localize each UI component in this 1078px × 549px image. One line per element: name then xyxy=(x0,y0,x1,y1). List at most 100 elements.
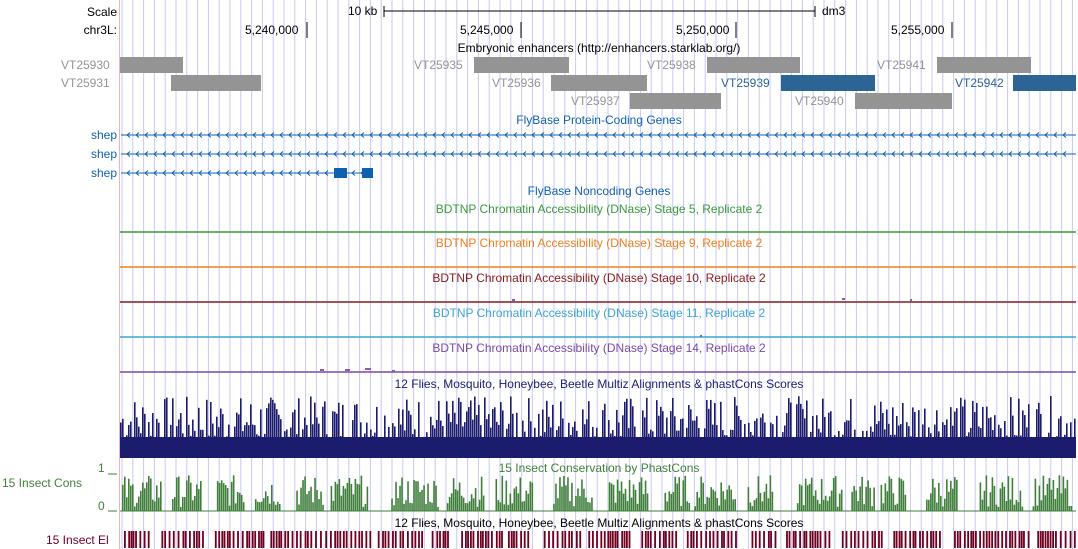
phastcons-bar xyxy=(515,486,518,511)
phastcons-bar xyxy=(140,490,142,511)
strand-arrow xyxy=(954,151,959,157)
enhancer-label[interactable]: VT25939 xyxy=(721,76,770,90)
protein-coding-track-title[interactable]: FlyBase Protein-Coding Genes xyxy=(516,113,682,127)
enhancer-label[interactable]: VT25935 xyxy=(414,58,463,72)
multiz-bar xyxy=(224,440,226,458)
strand-arrow xyxy=(1008,132,1013,138)
multiz-bar xyxy=(798,396,800,458)
multiz-bar xyxy=(970,427,972,458)
strand-arrow xyxy=(315,132,320,138)
phastcons-bar xyxy=(340,495,343,511)
strand-arrow xyxy=(666,132,671,138)
element-bar xyxy=(721,531,723,548)
strand-arrow xyxy=(882,151,887,157)
element-bar xyxy=(919,531,921,548)
element-bar xyxy=(922,531,924,548)
multiz-bar xyxy=(310,396,312,458)
element-bar xyxy=(970,531,973,548)
multiz-bar xyxy=(286,429,288,458)
enhancer-label[interactable]: VT25941 xyxy=(877,58,926,72)
strand-arrow xyxy=(369,151,374,157)
multiz-bar xyxy=(1002,443,1004,458)
multiz-bar xyxy=(262,441,264,458)
phastcons-bar xyxy=(704,503,707,511)
elements-side-label[interactable]: 15 Insect El xyxy=(46,533,109,547)
element-bar xyxy=(607,531,610,548)
multiz-bar xyxy=(156,418,158,458)
element-bar xyxy=(690,531,693,548)
phastcons-bar xyxy=(800,485,803,511)
multiz-bar xyxy=(1040,413,1042,458)
elements-track-title[interactable]: 12 Flies, Mosquito, Honeybee, Beetle Mul… xyxy=(394,516,804,530)
phastcons-bar xyxy=(190,482,192,511)
phastcons-bar xyxy=(630,497,633,511)
phastcons-bar xyxy=(985,475,988,511)
gene-label[interactable]: shep xyxy=(90,147,117,161)
enhancer-label[interactable]: VT25931 xyxy=(61,76,110,90)
multiz-bar xyxy=(482,444,484,458)
multiz-bar xyxy=(346,446,348,458)
strand-arrow xyxy=(675,151,680,157)
noncoding-track-title[interactable]: FlyBase Noncoding Genes xyxy=(527,184,671,198)
phastcons-bar xyxy=(433,480,435,511)
multiz-bar xyxy=(408,410,410,458)
phastcons-track-title[interactable]: 15 Insect Conservation by PhastCons xyxy=(498,461,700,475)
multiz-bar xyxy=(932,447,934,458)
element-bar xyxy=(568,531,571,548)
enhancers-track-title[interactable]: Embryonic enhancers (http://enhancers.st… xyxy=(457,41,741,55)
element-bar xyxy=(1020,531,1023,548)
phastcons-side-label[interactable]: 15 Insect Cons xyxy=(2,476,83,490)
multiz-bar xyxy=(748,422,750,458)
phastcons-bar xyxy=(712,489,715,511)
strand-arrow xyxy=(504,151,509,157)
phastcons-bar xyxy=(429,501,431,511)
strand-arrow xyxy=(171,132,176,138)
phastcons-bar xyxy=(680,505,683,511)
phastcons-bar xyxy=(812,495,815,511)
multiz-bar xyxy=(180,413,182,458)
phastcons-bar xyxy=(174,497,176,511)
element-bar xyxy=(237,531,239,548)
phastcons-bar xyxy=(890,478,893,511)
multiz-bar xyxy=(868,442,870,458)
element-bar xyxy=(394,531,397,548)
phastcons-bar xyxy=(857,501,859,511)
phastcons-bar xyxy=(638,482,641,511)
dnase-track-title[interactable]: BDTNP Chromatin Accessibility (DNase) St… xyxy=(432,271,766,285)
element-bar xyxy=(900,531,903,548)
multiz-bar xyxy=(1006,435,1008,458)
strand-arrow xyxy=(324,151,329,157)
phastcons-bar xyxy=(569,501,571,511)
dnase-track-title[interactable]: BDTNP Chromatin Accessibility (DNase) St… xyxy=(435,236,763,250)
enhancer-label[interactable]: VT25938 xyxy=(647,58,696,72)
enhancer-label[interactable]: VT25936 xyxy=(492,76,541,90)
dnase-track-title[interactable]: BDTNP Chromatin Accessibility (DNase) St… xyxy=(435,202,763,216)
strand-arrow xyxy=(756,151,761,157)
phastcons-bar xyxy=(672,491,675,511)
enhancer-label[interactable]: VT25940 xyxy=(795,94,844,108)
multiz-bar xyxy=(502,410,504,458)
dnase-track-title[interactable]: BDTNP Chromatin Accessibility (DNase) St… xyxy=(432,341,766,355)
multiz-bar xyxy=(360,422,362,458)
multiz-bar xyxy=(248,425,250,458)
enhancer-label[interactable]: VT25930 xyxy=(61,58,110,72)
gene-label[interactable]: shep xyxy=(90,166,117,180)
strand-arrow xyxy=(603,151,608,157)
strand-arrow xyxy=(531,132,536,138)
phastcons-bar xyxy=(366,486,369,511)
multiz-bar xyxy=(710,399,712,458)
phastcons-bar xyxy=(1048,477,1051,511)
multiz-bar xyxy=(584,424,586,458)
multiz-track-title[interactable]: 12 Flies, Mosquito, Honeybee, Beetle Mul… xyxy=(394,377,804,391)
multiz-bar xyxy=(944,424,946,458)
phastcons-bar xyxy=(989,492,992,511)
phastcons-bar xyxy=(278,503,281,511)
enhancer-label[interactable]: VT25937 xyxy=(571,94,620,108)
multiz-bar xyxy=(1012,415,1014,458)
dnase-track-title[interactable]: BDTNP Chromatin Accessibility (DNase) St… xyxy=(432,306,766,320)
enhancer-label[interactable]: VT25942 xyxy=(955,76,1004,90)
gene-label[interactable]: shep xyxy=(90,128,117,142)
phastcons-bar xyxy=(1066,479,1069,511)
strand-arrow xyxy=(792,151,797,157)
